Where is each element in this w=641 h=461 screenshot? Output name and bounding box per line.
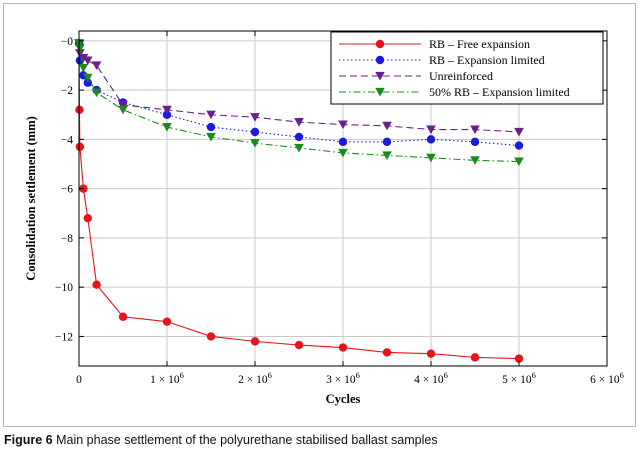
data-point xyxy=(338,137,348,147)
data-point xyxy=(382,151,392,160)
series-2 xyxy=(74,39,524,137)
data-point xyxy=(206,122,216,132)
data-point xyxy=(470,137,480,147)
legend-item-1: RB – Expansion limited xyxy=(339,53,545,67)
data-point xyxy=(426,153,436,163)
data-point xyxy=(426,125,436,135)
data-point xyxy=(92,280,101,289)
data-point xyxy=(470,125,480,135)
legend: RB – Free expansion RB – Expansion limite… xyxy=(330,31,604,105)
data-point xyxy=(250,113,260,122)
legend-label: RB – Expansion limited xyxy=(429,53,545,67)
legend-label: 50% RB – Expansion limited xyxy=(429,85,570,99)
data-point xyxy=(162,110,172,119)
data-point xyxy=(78,54,89,63)
data-point xyxy=(162,317,172,326)
data-point xyxy=(514,157,524,167)
series-line xyxy=(78,43,520,360)
x-tick-label: 3 × 106 xyxy=(326,370,360,386)
data-point xyxy=(294,118,304,127)
data-point xyxy=(91,88,102,98)
data-point xyxy=(250,138,260,148)
figure-caption: Figure 6 Main phase settlement of the po… xyxy=(4,433,438,447)
data-point xyxy=(470,353,480,362)
data-point xyxy=(338,120,348,130)
data-point xyxy=(514,141,524,150)
settlement-chart: 0 1 × 106 2 × 106 3 × 106 4 × 106 5 × 106 6 × … xyxy=(24,30,624,406)
series-1 xyxy=(74,39,524,150)
legend-label: Unreinforced xyxy=(429,69,493,83)
data-point xyxy=(250,127,260,137)
data-point xyxy=(162,105,172,115)
x-tick-label: 0 xyxy=(76,374,82,386)
figure-frame: 0 1 × 106 2 × 106 3 × 106 4 × 106 5 × 106 6 × … xyxy=(3,3,636,427)
data-point xyxy=(118,100,128,110)
data-point xyxy=(294,340,304,350)
data-point xyxy=(83,214,93,223)
data-point xyxy=(294,132,304,142)
data-point xyxy=(338,343,348,352)
caption-label: Figure 6 xyxy=(4,433,53,447)
data-point xyxy=(250,337,260,346)
data-point xyxy=(514,127,524,137)
caption-text: Main phase settlement of the polyurethan… xyxy=(56,433,438,447)
data-point xyxy=(78,63,89,73)
data-point xyxy=(206,132,216,142)
x-tick-label: 5 × 106 xyxy=(502,370,536,386)
y-tick-label: −8 xyxy=(61,233,73,245)
legend-label: RB – Free expansion xyxy=(429,37,530,51)
x-tick-label: 1 × 106 xyxy=(150,370,184,386)
y-tick-label: −0 xyxy=(61,36,73,48)
data-point xyxy=(294,143,304,153)
data-point xyxy=(382,121,392,131)
x-axis-label: Cycles xyxy=(326,392,361,406)
data-point xyxy=(75,142,85,151)
x-tick-label: 2 × 106 xyxy=(238,370,272,386)
data-point xyxy=(206,332,216,341)
y-tick-label: −10 xyxy=(55,282,73,294)
legend-marker xyxy=(375,39,385,49)
legend-marker xyxy=(375,55,385,65)
legend-marker xyxy=(375,87,385,97)
data-point xyxy=(83,56,93,66)
y-axis-label: Consolidation settlement (mm) xyxy=(24,116,38,281)
data-point xyxy=(118,312,128,321)
data-point xyxy=(206,110,216,120)
data-point xyxy=(91,61,102,71)
legend-item-0: RB – Free expansion xyxy=(339,37,530,51)
legend-marker xyxy=(375,71,385,81)
data-point xyxy=(426,349,436,358)
x-tick-label: 4 × 106 xyxy=(414,370,448,386)
data-point xyxy=(338,148,348,158)
data-point xyxy=(83,73,93,83)
data-point xyxy=(426,135,436,144)
data-point xyxy=(470,156,480,165)
y-tick-label: −2 xyxy=(61,85,73,97)
legend-item-2: Unreinforced xyxy=(339,69,493,83)
y-tick-label: −12 xyxy=(55,331,73,343)
data-point xyxy=(75,49,85,58)
legend-item-3: 50% RB – Expansion limited xyxy=(339,85,570,99)
series-3 xyxy=(74,39,524,167)
x-tick-label: 6 × 106 xyxy=(590,370,624,386)
y-tick-label: −4 xyxy=(61,134,73,146)
data-point xyxy=(514,354,524,363)
y-tick-label: −6 xyxy=(61,184,73,196)
data-point xyxy=(162,122,172,132)
data-point xyxy=(75,44,85,53)
data-point xyxy=(382,137,392,147)
data-point xyxy=(118,105,128,115)
data-point xyxy=(382,348,392,357)
series-0 xyxy=(74,39,524,363)
